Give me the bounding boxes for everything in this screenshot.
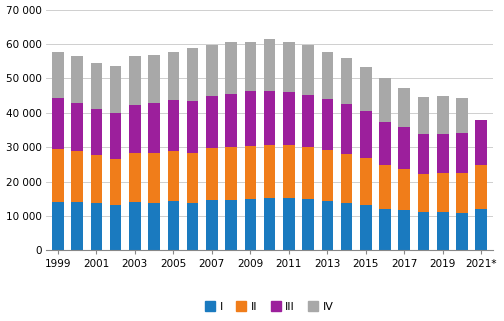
Bar	[264, 39, 275, 91]
Bar	[456, 98, 468, 133]
Bar	[225, 201, 237, 250]
Bar	[379, 209, 391, 250]
Bar	[244, 42, 256, 91]
Bar	[418, 174, 429, 212]
Bar	[456, 133, 468, 173]
Bar	[129, 105, 141, 153]
Bar	[341, 104, 352, 154]
Bar	[71, 151, 83, 202]
Bar	[91, 203, 102, 250]
Bar	[379, 165, 391, 209]
Bar	[379, 78, 391, 122]
Bar	[399, 127, 410, 169]
Bar	[341, 203, 352, 250]
Bar	[206, 45, 218, 96]
Bar	[418, 134, 429, 174]
Bar	[91, 63, 102, 109]
Bar	[456, 173, 468, 213]
Bar	[360, 205, 371, 250]
Bar	[129, 56, 141, 105]
Bar	[187, 101, 199, 153]
Bar	[167, 100, 179, 151]
Bar	[148, 103, 160, 153]
Bar	[418, 97, 429, 134]
Bar	[110, 66, 121, 113]
Bar	[264, 198, 275, 250]
Bar	[322, 52, 333, 99]
Bar	[206, 201, 218, 250]
Bar	[225, 93, 237, 147]
Bar	[52, 98, 64, 149]
Bar	[418, 212, 429, 250]
Bar	[187, 153, 199, 203]
Bar	[360, 111, 371, 158]
Bar	[322, 150, 333, 201]
Bar	[71, 202, 83, 250]
Bar	[437, 212, 449, 250]
Bar	[341, 154, 352, 203]
Bar	[322, 201, 333, 250]
Bar	[264, 145, 275, 198]
Bar	[399, 88, 410, 127]
Bar	[71, 56, 83, 103]
Bar	[360, 158, 371, 205]
Bar	[341, 58, 352, 104]
Bar	[167, 52, 179, 100]
Bar	[399, 169, 410, 210]
Bar	[302, 147, 314, 199]
Bar	[302, 45, 314, 95]
Bar	[167, 151, 179, 201]
Bar	[437, 173, 449, 212]
Bar	[456, 213, 468, 250]
Bar	[283, 198, 294, 250]
Bar	[475, 120, 487, 165]
Bar	[187, 48, 199, 101]
Bar	[167, 201, 179, 250]
Bar	[91, 109, 102, 155]
Bar	[110, 205, 121, 250]
Bar	[71, 103, 83, 151]
Bar	[475, 165, 487, 209]
Bar	[244, 199, 256, 250]
Bar	[283, 42, 294, 92]
Bar	[379, 122, 391, 165]
Bar	[129, 153, 141, 202]
Bar	[437, 96, 449, 134]
Bar	[129, 202, 141, 250]
Bar	[244, 146, 256, 199]
Bar	[399, 210, 410, 250]
Bar	[110, 113, 121, 159]
Bar	[322, 99, 333, 150]
Legend: I, II, III, IV: I, II, III, IV	[201, 297, 338, 316]
Bar	[52, 202, 64, 250]
Bar	[283, 145, 294, 198]
Bar	[206, 96, 218, 148]
Bar	[225, 147, 237, 201]
Bar	[206, 148, 218, 201]
Bar	[264, 91, 275, 145]
Bar	[91, 155, 102, 203]
Bar	[225, 41, 237, 93]
Bar	[148, 203, 160, 250]
Bar	[244, 91, 256, 146]
Bar	[148, 55, 160, 103]
Bar	[110, 159, 121, 205]
Bar	[302, 95, 314, 147]
Bar	[360, 67, 371, 111]
Bar	[187, 203, 199, 250]
Bar	[148, 153, 160, 203]
Bar	[52, 149, 64, 202]
Bar	[437, 134, 449, 173]
Bar	[302, 199, 314, 250]
Bar	[52, 52, 64, 98]
Bar	[475, 209, 487, 250]
Bar	[283, 92, 294, 145]
